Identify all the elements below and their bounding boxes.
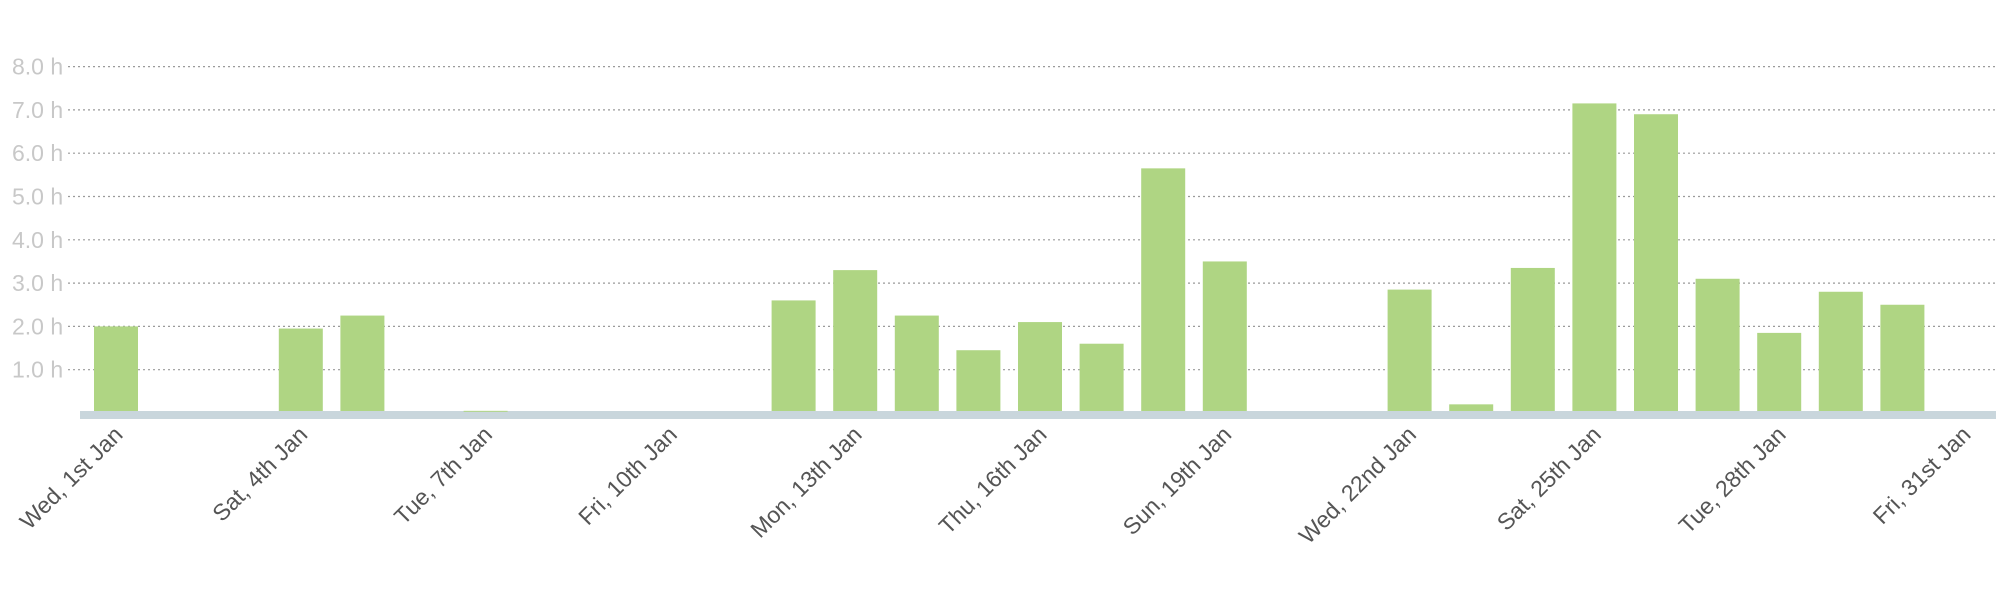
bar[interactable] bbox=[1449, 404, 1494, 411]
y-tick-label: 4.0 h bbox=[12, 227, 63, 253]
bars bbox=[94, 103, 1925, 412]
x-tick-label: Tue, 28th Jan bbox=[1673, 421, 1790, 538]
y-tick-label: 7.0 h bbox=[12, 97, 63, 123]
bar[interactable] bbox=[956, 350, 1001, 411]
bar[interactable] bbox=[1634, 114, 1678, 411]
y-tick-label: 2.0 h bbox=[12, 313, 63, 339]
y-axis: 1.0 h 2.0 h 3.0 h 4.0 h 5.0 h 6.0 h 7.0 h 8.0 h bbox=[12, 54, 63, 383]
y-tick-label: 8.0 h bbox=[12, 54, 63, 80]
bar[interactable] bbox=[1018, 322, 1062, 411]
x-tick-label: Wed, 22nd Jan bbox=[1294, 421, 1421, 548]
baseline-strip bbox=[80, 411, 1996, 419]
x-tick-label: Fri, 10th Jan bbox=[573, 421, 682, 530]
x-tick-label: Sat, 25th Jan bbox=[1492, 421, 1606, 535]
x-tick-label: Sat, 4th Jan bbox=[207, 421, 312, 526]
bar[interactable] bbox=[833, 270, 878, 411]
x-tick-label: Fri, 31st Jan bbox=[1868, 421, 1976, 529]
x-tick-label: Mon, 13th Jan bbox=[745, 421, 866, 542]
y-tick-label: 1.0 h bbox=[12, 357, 63, 383]
bar[interactable] bbox=[1510, 267, 1555, 411]
bar[interactable] bbox=[1202, 261, 1247, 411]
y-tick-label: 3.0 h bbox=[12, 270, 63, 296]
x-axis-baseline bbox=[80, 411, 1996, 419]
bar[interactable] bbox=[1387, 289, 1432, 411]
x-tick-label: Thu, 16th Jan bbox=[934, 421, 1052, 539]
x-tick-label: Sun, 19th Jan bbox=[1118, 421, 1237, 540]
bar[interactable] bbox=[1695, 278, 1740, 411]
bar[interactable] bbox=[894, 315, 939, 411]
bar[interactable] bbox=[94, 326, 138, 411]
bar[interactable] bbox=[340, 315, 385, 411]
bar[interactable] bbox=[1141, 168, 1186, 411]
x-tick-label: Tue, 7th Jan bbox=[389, 421, 497, 529]
bar[interactable] bbox=[1880, 304, 1925, 411]
bar[interactable] bbox=[1572, 103, 1617, 411]
y-tick-label: 6.0 h bbox=[12, 140, 63, 166]
x-tick-label: Wed, 1st Jan bbox=[15, 421, 128, 534]
y-tick-label: 5.0 h bbox=[12, 184, 63, 210]
bar[interactable] bbox=[463, 410, 508, 412]
bar[interactable] bbox=[278, 328, 323, 411]
bar[interactable] bbox=[771, 300, 816, 411]
bar[interactable] bbox=[1757, 332, 1802, 411]
x-axis: Wed, 1st Jan Sat, 4th Jan Tue, 7th Jan Fri,… bbox=[15, 421, 1976, 548]
bar[interactable] bbox=[1818, 291, 1863, 411]
bar[interactable] bbox=[1079, 343, 1124, 411]
